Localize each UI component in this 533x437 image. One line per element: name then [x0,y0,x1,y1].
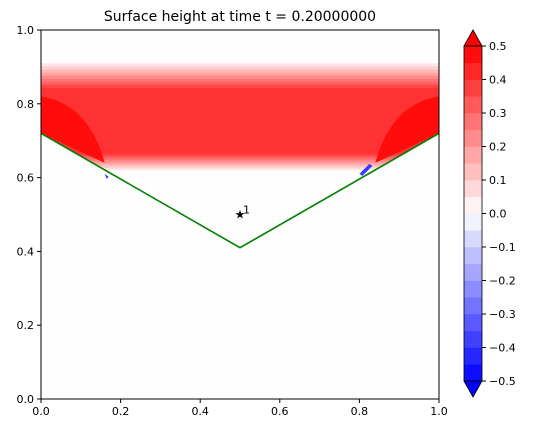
plot-area: ★ 1 [40,29,440,400]
colorbar-tick-label: 0.4 [489,74,507,87]
negative-speck-left [104,173,109,179]
surface-band [41,63,439,399]
colorbar-swatch [464,113,482,131]
colorbar-tick-label: 0.2 [489,141,507,154]
colorbar-extend-min [463,380,483,398]
negative-speck-right [359,163,373,176]
colorbar-swatch [464,146,482,164]
colorbar-swatch [464,213,482,231]
plot-frame [40,29,440,400]
gauge-marker-star: ★ [235,208,246,222]
colorbar-swatch [464,247,482,265]
colorbar-swatch [464,314,482,332]
dry-region [41,133,439,399]
x-tick-label: 0.0 [32,405,50,418]
gauge-marker-label: 1 [243,204,250,217]
x-tick-label: 0.6 [271,405,289,418]
colorbar-swatch [464,163,482,181]
y-tick-label: 1.0 [17,24,35,37]
colorbar-swatch [464,62,482,80]
colorbar-swatch [464,297,482,315]
colorbar-swatch [464,180,482,198]
colorbar-tick-label: 0.5 [489,40,507,53]
colorbar-tick-label: 0.1 [489,174,507,187]
band-left-peak [41,96,105,163]
colorbar-swatch [464,280,482,298]
colorbar-swatch [464,364,482,382]
colorbar-tick-label: −0.2 [489,275,516,288]
colorbar-tick-label: −0.3 [489,308,516,321]
colorbar-swatch [464,263,482,281]
y-tick-label: 0.2 [17,319,35,332]
colorbar-tick-label: −0.5 [489,375,516,388]
y-tick-label: 0.4 [17,245,35,258]
x-axis: 0.0 0.2 0.4 0.6 0.8 1.0 [32,399,448,418]
x-tick-label: 0.2 [112,405,130,418]
y-tick-label: 0.0 [17,393,35,406]
colorbar-swatch [464,330,482,348]
x-tick-label: 0.8 [351,405,369,418]
y-tick-label: 0.8 [17,98,35,111]
colorbar-extend-max [463,29,483,47]
colorbar-tick-label: −0.4 [489,342,516,355]
chart-title: Surface height at time t = 0.20000000 [104,9,376,25]
y-tick-label: 0.6 [17,172,35,185]
colorbar-tick-label: 0.0 [489,208,507,221]
boundary-line-layer [41,132,439,249]
colorbar-swatch [464,347,482,365]
x-tick-label: 0.4 [191,405,209,418]
colorbar: 0.5 0.4 0.3 0.2 0.1 0.0 −0.1 −0.2 −0.3 −0.4 −0.5 [463,29,516,398]
colorbar-tick-label: 0.3 [489,107,507,120]
colorbar-swatch [464,96,482,114]
marker-layer: ★ 1 [235,204,250,222]
y-axis: 0.0 0.2 0.4 0.6 0.8 1.0 [17,24,41,406]
band-level-9 [41,87,439,155]
colorbar-swatch [464,196,482,214]
colorbar-swatch [464,230,482,248]
colorbar-swatch [464,46,482,64]
band-right-peak [375,96,439,163]
colorbar-swatch [464,79,482,97]
colorbar-tick-label: −0.1 [489,241,516,254]
colorbar-swatch [464,129,482,147]
boundary-line [41,132,439,249]
x-tick-label: 1.0 [430,405,448,418]
